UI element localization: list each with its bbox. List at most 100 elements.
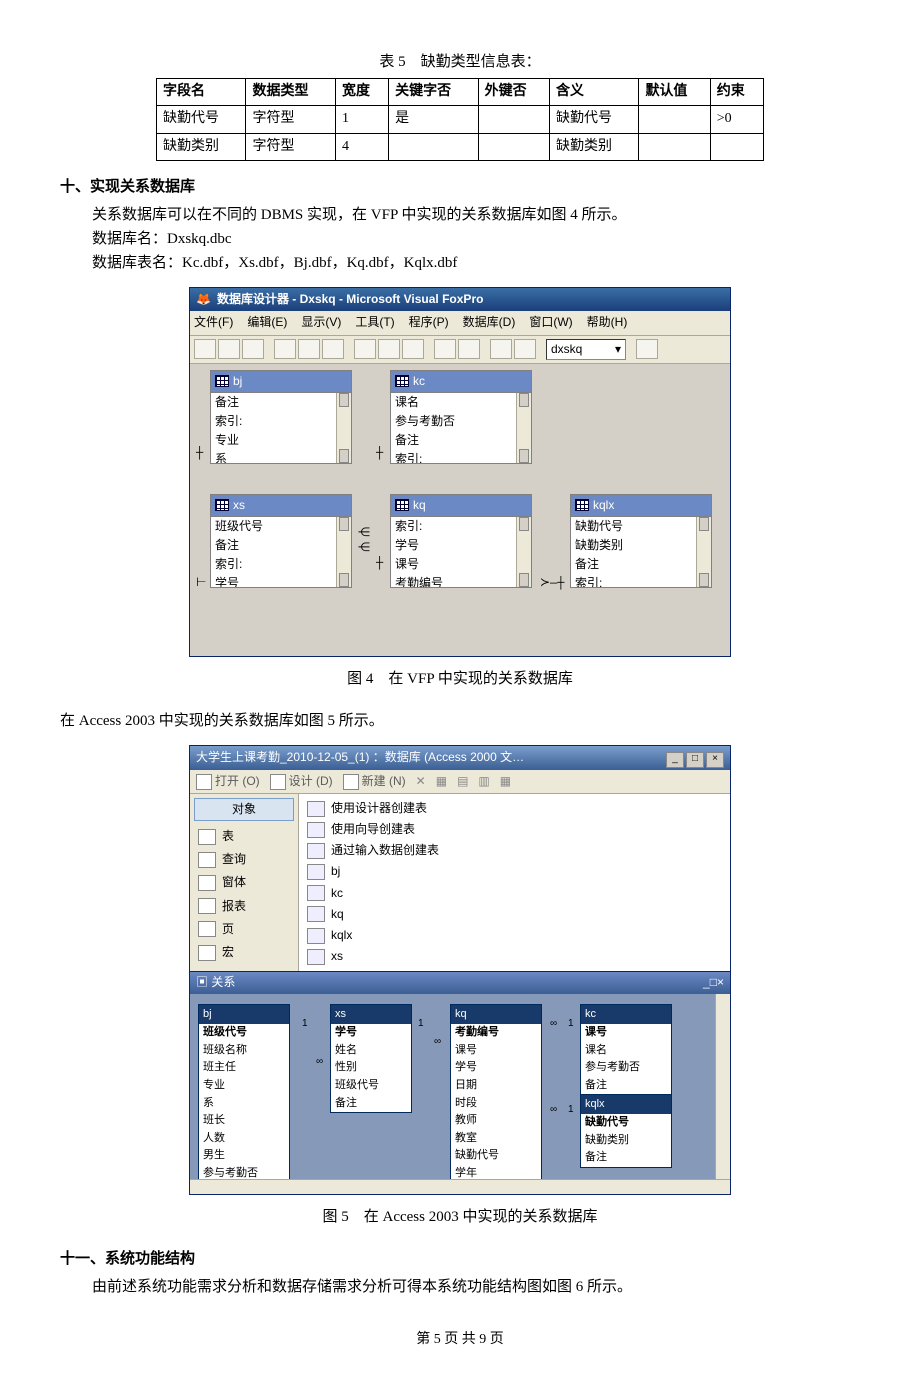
relation-mark: ⊢ — [196, 574, 206, 593]
access-side-item[interactable]: 表 — [194, 825, 294, 848]
section-11-heading: 十一、系统功能结构 — [60, 1247, 860, 1271]
table-header: 关键字否 — [389, 79, 478, 106]
vfp-screenshot: 🦊 数据库设计器 - Dxskq - Microsoft Visual FoxP… — [189, 287, 731, 657]
menu-item[interactable]: 帮助(H) — [587, 313, 628, 332]
menu-item[interactable]: 显示(V) — [301, 313, 341, 332]
access-side-item[interactable]: 查询 — [194, 848, 294, 871]
rel-link: ∞ — [434, 1034, 441, 1050]
figure5-caption: 图 5 在 Access 2003 中实现的关系数据库 — [60, 1205, 860, 1229]
vfp-table-kqlx[interactable]: kqlx缺勤代号缺勤类别备注索引:缺勤代号 — [570, 494, 712, 588]
menu-item[interactable]: 窗口(W) — [529, 313, 572, 332]
table-header: 约束 — [710, 79, 763, 106]
access-toolbar[interactable]: 打开 (O)设计 (D)新建 (N)✕▦▤▥▦ — [190, 770, 730, 794]
table-header: 字段名 — [157, 79, 246, 106]
table-header: 含义 — [549, 79, 638, 106]
toolbar-button[interactable] — [458, 339, 480, 359]
access-rel-titlebar: ▣ 关系 _□× — [190, 971, 730, 993]
vfp-table-kc[interactable]: kc课名参与考勤否备注索引:课号 — [390, 370, 532, 464]
table-header: 默认值 — [639, 79, 710, 106]
access-table-list[interactable]: 使用设计器创建表使用向导创建表通过输入数据创建表bjkckqkqlxxs — [299, 794, 730, 972]
access-relationships-canvas[interactable]: bj班级代号班级名称班主任专业系班长人数男生参与考勤否备注 xs学号姓名性别班级… — [190, 994, 730, 1194]
access-list-item[interactable]: kq — [307, 904, 722, 925]
vfp-table-kq[interactable]: kq索引:学号课号考勤编号缺勤代号课生日时 — [390, 494, 532, 588]
vfp-app-icon: 🦊 — [196, 290, 211, 309]
vfp-table-xs[interactable]: xs班级代号备注索引:学号班级代号 — [210, 494, 352, 588]
rel-table-bj[interactable]: bj班级代号班级名称班主任专业系班长人数男生参与考勤否备注 — [198, 1004, 290, 1194]
toolbar-item[interactable]: 设计 (D) — [270, 772, 333, 791]
rel-table-kq[interactable]: kq考勤编号课号学号日期时段教师教室缺勤代号学年学期开课人备注 — [450, 1004, 542, 1194]
access-list-item[interactable]: 通过输入数据创建表 — [307, 840, 722, 861]
menu-item[interactable]: 编辑(E) — [247, 313, 287, 332]
table-row: 缺勤代号字符型1是缺勤代号>0 — [157, 106, 764, 133]
vfp-designer-canvas[interactable]: bj备注索引:专业系班级代号 kc课名参与考勤否备注索引:课号 xs班级代号备注… — [190, 364, 730, 656]
menu-item[interactable]: 数据库(D) — [463, 313, 516, 332]
toolbar-button[interactable] — [194, 339, 216, 359]
access-side-item[interactable]: 报表 — [194, 895, 294, 918]
table5-caption: 表 5 缺勤类型信息表： — [60, 50, 860, 74]
rel-link: ∞ — [550, 1016, 557, 1032]
toolbar-item[interactable]: 新建 (N) — [343, 772, 406, 791]
vfp-titlebar: 🦊 数据库设计器 - Dxskq - Microsoft Visual FoxP… — [190, 288, 730, 311]
rel-link: 1 — [418, 1016, 424, 1032]
toolbar-item[interactable]: 打开 (O) — [196, 772, 260, 791]
access-list-item[interactable]: kqlx — [307, 925, 722, 946]
rel-link: 1 — [568, 1016, 574, 1032]
toolbar-button[interactable] — [490, 339, 512, 359]
relation-mark: ┼ — [376, 554, 383, 573]
access-list-item[interactable]: xs — [307, 946, 722, 967]
toolbar-button[interactable] — [378, 339, 400, 359]
access-db-titlebar: 大学生上课考勤_2010-12-05_(1) ：数据库 (Access 2000… — [190, 746, 730, 770]
section-10-heading: 十、实现关系数据库 — [60, 175, 860, 199]
section-10-p2: 数据库名：Dxskq.dbc — [92, 227, 860, 251]
access-list-item[interactable]: bj — [307, 861, 722, 882]
table-header: 数据类型 — [246, 79, 335, 106]
menu-item[interactable]: 文件(F) — [194, 313, 233, 332]
hscrollbar[interactable] — [190, 1179, 730, 1194]
rel-link: 1 — [302, 1016, 308, 1032]
section-10-p1: 关系数据库可以在不同的 DBMS 实现，在 VFP 中实现的关系数据库如图 4 … — [92, 203, 860, 227]
toolbar-button[interactable] — [636, 339, 658, 359]
vfp-toolbar[interactable]: dxskq▾ — [190, 336, 730, 364]
menu-item[interactable]: 工具(T) — [355, 313, 394, 332]
mid-paragraph: 在 Access 2003 中实现的关系数据库如图 5 所示。 — [60, 709, 860, 733]
access-list-item[interactable]: kc — [307, 883, 722, 904]
toolbar-button[interactable] — [218, 339, 240, 359]
window-buttons[interactable]: _□× — [664, 748, 724, 768]
table-row: 缺勤类别字符型4缺勤类别 — [157, 133, 764, 160]
toolbar-button[interactable] — [402, 339, 424, 359]
toolbar-button[interactable] — [298, 339, 320, 359]
access-list-item[interactable]: 使用设计器创建表 — [307, 798, 722, 819]
relation-mark: ┼ — [376, 444, 383, 463]
relation-mark: ≻—┼ — [540, 574, 564, 593]
relation-mark: ┼ — [196, 444, 203, 463]
access-side-item[interactable]: 页 — [194, 918, 294, 941]
access-list-item[interactable]: 使用向导创建表 — [307, 819, 722, 840]
window-buttons[interactable]: _□× — [703, 973, 724, 992]
vfp-menubar[interactable]: 文件(F) 编辑(E) 显示(V) 工具(T) 程序(P) 数据库(D) 窗口(W) 帮助(H… — [190, 311, 730, 335]
toolbar-button[interactable] — [322, 339, 344, 359]
rel-table-xs[interactable]: xs学号姓名性别班级代号备注 — [330, 1004, 412, 1114]
menu-item[interactable]: 程序(P) — [409, 313, 449, 332]
vfp-db-combo-value: dxskq — [551, 340, 582, 359]
section-11-p1: 由前述系统功能需求分析和数据存储需求分析可得本系统功能结构图如图 6 所示。 — [92, 1275, 860, 1299]
access-side-item[interactable]: 窗体 — [194, 871, 294, 894]
access-db-title: 大学生上课考勤_2010-12-05_(1) ：数据库 (Access 2000… — [196, 748, 524, 767]
table-header: 宽度 — [335, 79, 388, 106]
access-object-pane[interactable]: 对象 表查询窗体报表页宏 — [190, 794, 299, 972]
toolbar-button[interactable] — [242, 339, 264, 359]
rel-table-kqlx[interactable]: kqlx缺勤代号缺勤类别备注 — [580, 1094, 672, 1168]
access-screenshot: 大学生上课考勤_2010-12-05_(1) ：数据库 (Access 2000… — [189, 745, 731, 1195]
rel-table-kc[interactable]: kc课号课名参与考勤否备注 — [580, 1004, 672, 1096]
section-10-p3: 数据库表名：Kc.dbf，Xs.dbf，Bj.dbf，Kq.dbf，Kqlx.d… — [92, 251, 860, 275]
vfp-title-text: 数据库设计器 - Dxskq - Microsoft Visual FoxPro — [217, 290, 484, 309]
vfp-db-combo[interactable]: dxskq▾ — [546, 339, 626, 360]
toolbar-button[interactable] — [274, 339, 296, 359]
vscrollbar[interactable] — [715, 994, 730, 1180]
toolbar-button[interactable] — [514, 339, 536, 359]
vfp-table-bj[interactable]: bj备注索引:专业系班级代号 — [210, 370, 352, 464]
toolbar-button[interactable] — [354, 339, 376, 359]
figure4-caption: 图 4 在 VFP 中实现的关系数据库 — [60, 667, 860, 691]
table-header: 外键否 — [478, 79, 549, 106]
toolbar-button[interactable] — [434, 339, 456, 359]
access-side-item[interactable]: 宏 — [194, 941, 294, 964]
